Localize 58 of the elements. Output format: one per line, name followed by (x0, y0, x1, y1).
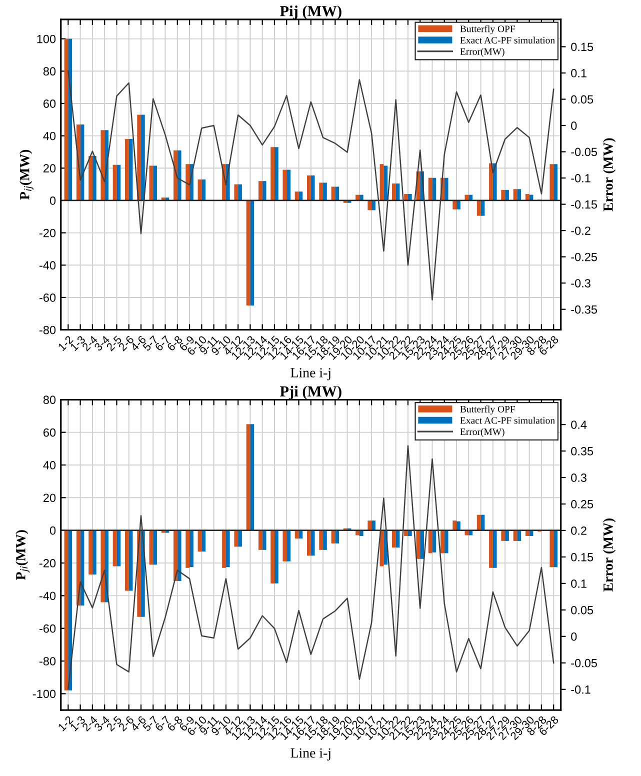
y2-tick-label: -0.35 (571, 305, 598, 314)
y-tick-label: 0 (50, 526, 56, 535)
x-axis-title: Line i-j (290, 748, 330, 760)
y-tick-label: 40 (43, 461, 56, 470)
y2-tick-label: 0 (571, 632, 577, 641)
y-tick-label: -40 (39, 592, 56, 600)
y2-tick-label: 0.15 (571, 42, 594, 52)
y2-tick-label: 0.4 (571, 420, 587, 429)
y2-tick-label: -0.1 (571, 174, 590, 182)
y2-tick-label: 0.1 (571, 579, 586, 588)
y-axis-title: P$_{ij}$(MW) (20, 150, 34, 200)
y-tick-label: -100 (32, 690, 56, 698)
y-tick-label: -80 (39, 326, 56, 334)
y2-axis-title: Error (MW) (603, 138, 616, 212)
y-tick-label: 20 (44, 164, 56, 173)
legend-label: Exact AC-PF simulation (460, 36, 555, 44)
x-tick-label: 6-8 (166, 335, 183, 352)
y2-tick-label: 0.35 (571, 447, 594, 456)
legend-label: Butterfly OPF (460, 405, 515, 414)
legend-label: Error(MW) (460, 48, 504, 57)
y-tick-label: 100 (37, 34, 56, 44)
y2-tick-label: -0.2 (571, 226, 590, 235)
legend-label: Butterfly OPF (460, 25, 515, 34)
y-tick-label: 40 (43, 132, 56, 140)
y-tick-label: -60 (39, 294, 56, 302)
y-tick-label: 80 (43, 396, 56, 404)
x-axis-title: Line i-j (290, 368, 330, 380)
y2-tick-label: 0.1 (571, 69, 586, 78)
y-tick-label: 80 (43, 67, 56, 76)
y-tick-label: 20 (44, 494, 56, 502)
y2-tick-label: 0.05 (571, 606, 594, 614)
y2-tick-label: -0.1 (571, 685, 590, 694)
y-tick-label: -60 (39, 624, 56, 633)
legend-label: Error(MW) (460, 428, 504, 438)
y-tick-label: 60 (44, 428, 56, 437)
y2-tick-label: -0.3 (571, 279, 590, 288)
y-tick-label: -20 (39, 228, 56, 238)
y2-tick-label: -0.25 (571, 252, 598, 262)
x-tick-label: 6-8 (166, 715, 183, 732)
y-tick-label: -80 (39, 657, 56, 666)
y2-tick-label: 0.15 (571, 552, 594, 562)
chart-title: Pji (MW) (280, 386, 342, 400)
y-tick-label: 60 (44, 100, 56, 108)
y2-tick-label: -0.05 (571, 658, 598, 668)
y-axis-title: P$_{ji}$(MW) (16, 530, 30, 580)
y-tick-label: -40 (39, 261, 56, 270)
y2-tick-label: 0.25 (571, 500, 594, 508)
legend-label: Exact AC-PF simulation (460, 416, 555, 424)
chart-title: Pij (MW) (280, 6, 342, 20)
y2-tick-label: -0.15 (571, 200, 598, 209)
y2-tick-label: 0.2 (571, 526, 586, 535)
y2-tick-label: 0.3 (571, 474, 586, 482)
y2-axis-title: Error (MW) (603, 518, 616, 592)
y2-tick-label: 0.05 (571, 95, 594, 104)
y-tick-label: 0 (50, 196, 56, 205)
y2-tick-label: 0 (571, 122, 577, 130)
y-tick-label: -20 (39, 559, 56, 568)
y2-tick-label: -0.05 (571, 148, 598, 156)
